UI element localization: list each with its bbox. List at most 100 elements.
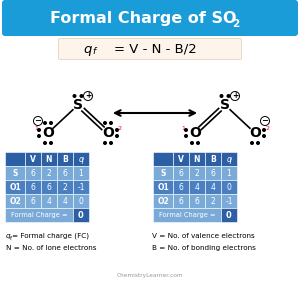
Text: 0: 0	[226, 210, 232, 220]
Text: 6: 6	[31, 168, 35, 177]
Text: 0: 0	[79, 197, 83, 205]
Text: −: −	[34, 117, 41, 125]
Bar	[173, 180, 189, 194]
Text: O2: O2	[157, 197, 169, 205]
Text: q: q	[84, 43, 92, 56]
Text: q: q	[226, 154, 231, 164]
Text: 4: 4	[46, 197, 51, 205]
Text: S: S	[12, 168, 18, 177]
Text: 1: 1	[226, 168, 231, 177]
Text: +: +	[232, 92, 238, 100]
FancyBboxPatch shape	[2, 0, 298, 36]
Circle shape	[263, 129, 265, 131]
Text: -1: -1	[225, 197, 233, 205]
Text: f: f	[10, 236, 11, 241]
Circle shape	[110, 122, 112, 124]
Text: 6: 6	[46, 183, 51, 191]
Bar	[5, 180, 25, 194]
Bar	[5, 166, 25, 180]
Text: 6: 6	[178, 168, 183, 177]
Text: f: f	[82, 158, 84, 163]
Bar	[173, 194, 189, 208]
Text: Formal Charge =: Formal Charge =	[11, 212, 67, 218]
Circle shape	[110, 142, 112, 144]
Bar	[73, 166, 89, 180]
Circle shape	[185, 129, 187, 131]
Text: Formal Charge =: Formal Charge =	[159, 212, 215, 218]
Text: −: −	[262, 117, 268, 125]
Text: 0: 0	[78, 210, 84, 220]
Bar	[41, 152, 57, 166]
Bar	[153, 152, 173, 166]
Bar	[57, 180, 73, 194]
Circle shape	[197, 142, 199, 144]
Bar	[73, 180, 89, 194]
Bar	[153, 180, 173, 194]
Bar	[205, 152, 221, 166]
Circle shape	[73, 95, 76, 97]
Bar	[5, 152, 25, 166]
Circle shape	[50, 142, 52, 144]
Text: 2: 2	[63, 183, 68, 191]
Text: 0: 0	[226, 183, 231, 191]
Bar	[221, 152, 237, 166]
Text: 2: 2	[46, 168, 51, 177]
Text: 4: 4	[211, 183, 215, 191]
Text: 4: 4	[195, 183, 200, 191]
Bar	[41, 180, 57, 194]
Bar	[41, 166, 57, 180]
Circle shape	[116, 129, 118, 131]
Bar	[73, 208, 89, 222]
Bar	[57, 166, 73, 180]
Circle shape	[104, 122, 106, 124]
Text: 6: 6	[63, 168, 68, 177]
Text: 6: 6	[195, 197, 200, 205]
Bar	[189, 180, 205, 194]
Text: ChemistryLearner.com: ChemistryLearner.com	[117, 272, 183, 278]
Text: +: +	[85, 92, 91, 100]
Circle shape	[38, 129, 40, 131]
Bar	[73, 194, 89, 208]
Text: 1: 1	[181, 127, 185, 131]
Text: -1: -1	[77, 183, 85, 191]
Text: Formal Charge of SO: Formal Charge of SO	[50, 11, 236, 26]
Text: 2: 2	[195, 168, 200, 177]
Text: V = No. of valence electrons: V = No. of valence electrons	[152, 233, 255, 239]
Bar	[221, 208, 237, 222]
Text: 2: 2	[232, 19, 239, 29]
Text: O2: O2	[9, 197, 21, 205]
Bar	[221, 180, 237, 194]
Text: 6: 6	[31, 197, 35, 205]
Text: 6: 6	[178, 183, 183, 191]
Text: O: O	[189, 126, 201, 140]
Bar	[5, 194, 25, 208]
Circle shape	[185, 135, 187, 137]
Circle shape	[104, 142, 106, 144]
Bar	[25, 180, 41, 194]
Bar	[25, 166, 41, 180]
Text: N: N	[194, 154, 200, 164]
Bar	[189, 152, 205, 166]
Circle shape	[38, 135, 40, 137]
Circle shape	[50, 122, 52, 124]
Text: f: f	[230, 158, 232, 163]
Text: V: V	[30, 154, 36, 164]
Text: 6: 6	[211, 168, 215, 177]
Bar	[189, 166, 205, 180]
Text: V: V	[178, 154, 184, 164]
Text: 2: 2	[211, 197, 215, 205]
FancyBboxPatch shape	[58, 38, 242, 59]
Text: B: B	[62, 154, 68, 164]
Circle shape	[257, 142, 259, 144]
Bar	[173, 152, 189, 166]
Text: q: q	[6, 233, 10, 239]
Text: O1: O1	[9, 183, 21, 191]
Text: q: q	[79, 154, 83, 164]
Text: S: S	[73, 98, 83, 112]
Bar	[5, 208, 73, 222]
Circle shape	[80, 95, 83, 97]
Bar	[153, 208, 221, 222]
Bar	[73, 152, 89, 166]
Text: 6: 6	[178, 197, 183, 205]
Bar	[57, 194, 73, 208]
